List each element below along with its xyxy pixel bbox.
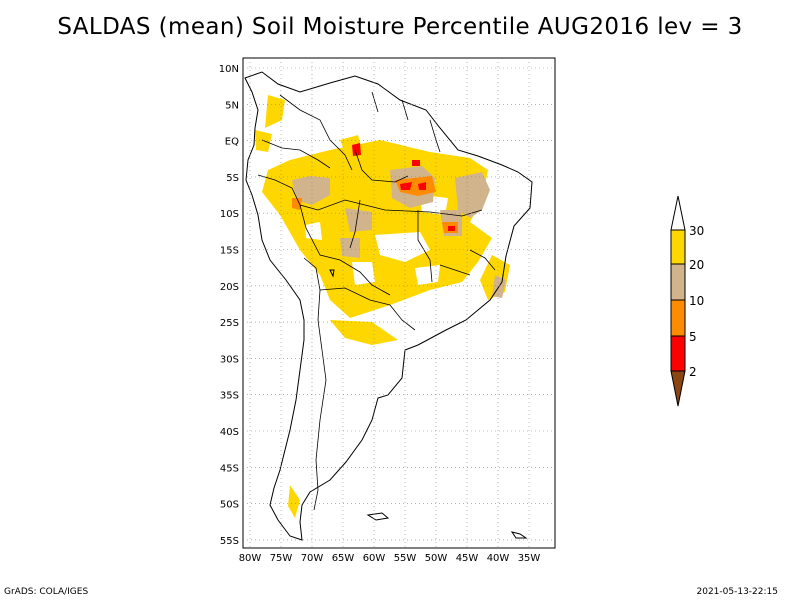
lon-labels: 80W 75W 70W 65W 60W 55W 50W 45W 40W 35W <box>239 553 541 564</box>
colorbar-box-20-30 <box>670 229 686 265</box>
legend-label-10: 10 <box>689 294 704 308</box>
colorbar: 30 20 10 5 2 <box>670 195 704 407</box>
legend-label-5: 5 <box>689 330 697 344</box>
footer-credit: GrADS: COLA/IGES <box>4 587 89 597</box>
moisture-field-20-30 <box>255 95 510 518</box>
islands <box>329 269 528 539</box>
lon-tick-label: 55W <box>394 553 417 564</box>
legend-label-30: 30 <box>689 224 704 238</box>
lat-tick-label: 20S <box>220 282 239 293</box>
lat-tick-label: 55S <box>220 536 239 547</box>
lat-tick-label: 15S <box>220 246 239 257</box>
lon-tick-label: 75W <box>270 553 293 564</box>
lon-tick-label: 45W <box>456 553 479 564</box>
lon-tick-label: 60W <box>363 553 386 564</box>
lat-labels: 10N 5N EQ 5S 10S 15S 20S 25S 30S 35S 40S 45S 50S 55S <box>219 64 239 547</box>
lat-tick-label: 30S <box>220 354 239 365</box>
lon-tick-label: 50W <box>425 553 448 564</box>
lat-tick-label: 5S <box>226 173 239 184</box>
lon-tick-label: 70W <box>301 553 324 564</box>
colorbar-bottom-triangle <box>670 370 686 407</box>
chart-title: SALDAS (mean) Soil Moisture Percentile A… <box>57 14 743 40</box>
lat-tick-label: 45S <box>220 463 239 474</box>
colorbar-top-triangle <box>670 195 686 231</box>
lat-tick-label: 5N <box>225 100 239 111</box>
lat-tick-label: 40S <box>220 427 239 438</box>
colorbar-box-10-20 <box>670 263 686 301</box>
plot-frame <box>242 57 556 549</box>
lon-tick-label: 35W <box>518 553 541 564</box>
colorbar-box-5-10 <box>670 299 686 337</box>
country-borders <box>257 91 496 511</box>
lat-tick-label: 25S <box>220 318 239 329</box>
footer-timestamp: 2021-05-13-22:15 <box>696 587 779 597</box>
legend-label-20: 20 <box>689 258 704 272</box>
lon-tick-label: 80W <box>239 553 262 564</box>
moisture-field-2-5 <box>352 143 455 231</box>
lon-tick-label: 65W <box>332 553 355 564</box>
lat-tick-label: 10N <box>219 64 239 75</box>
continent-outline <box>244 71 533 541</box>
lat-tick-label: 50S <box>220 500 239 511</box>
legend-label-2: 2 <box>689 365 697 379</box>
lon-tick-label: 40W <box>487 553 510 564</box>
gridlines <box>243 58 555 548</box>
lat-tick-label: 10S <box>220 209 239 220</box>
lat-tick-label: EQ <box>225 137 239 148</box>
colorbar-box-2-5 <box>670 335 686 372</box>
lat-tick-label: 35S <box>220 391 239 402</box>
